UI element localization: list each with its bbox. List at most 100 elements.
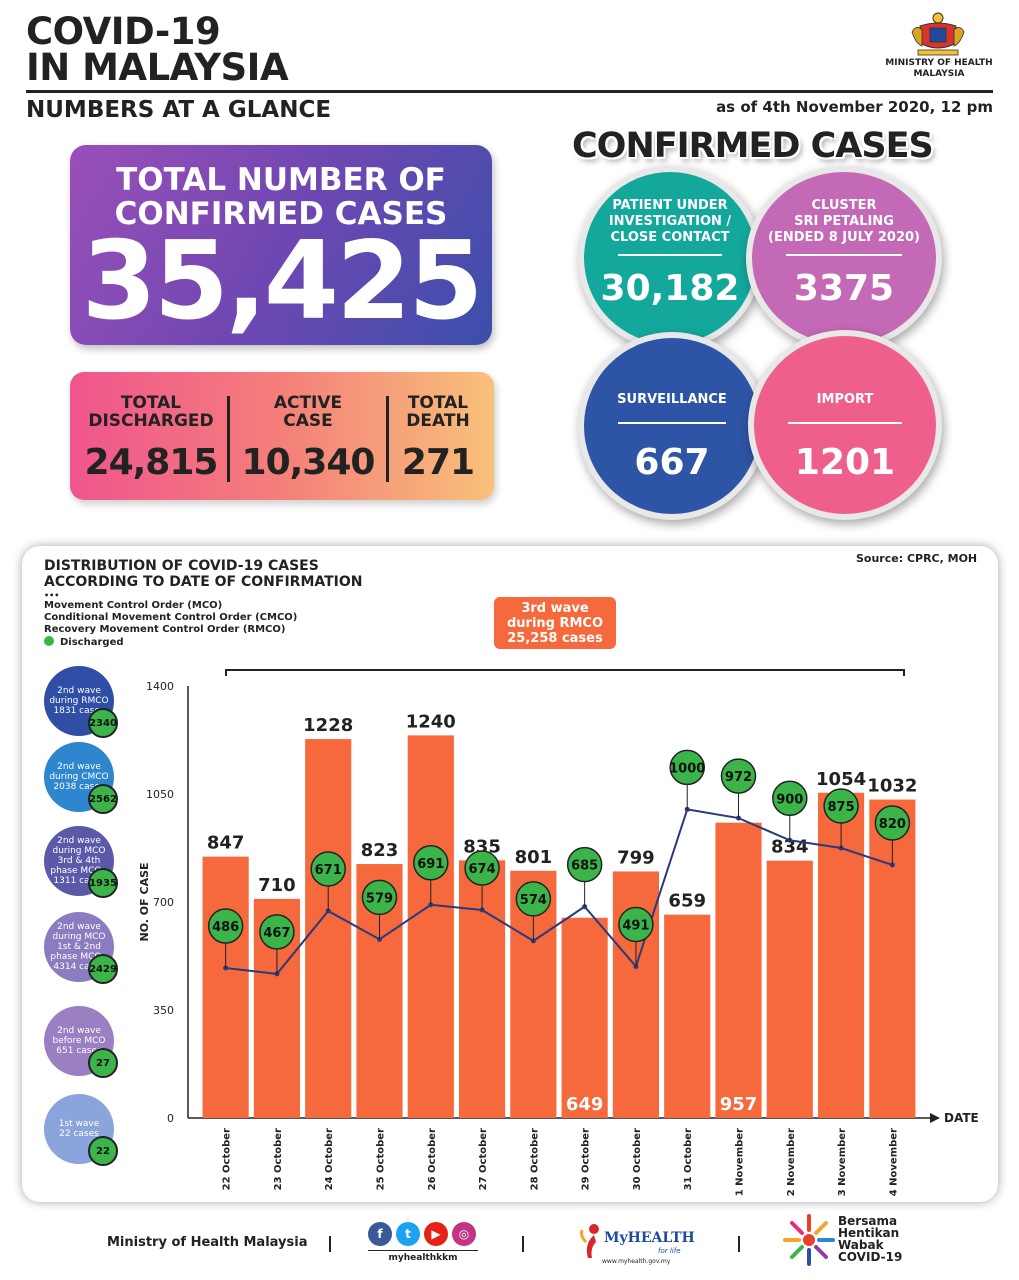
page-title-line2: IN MALAYSIA xyxy=(26,46,289,89)
youtube-icon[interactable]: ▶ xyxy=(424,1222,448,1246)
wave-circle-text: 2nd wave xyxy=(57,922,101,932)
ministry-label-line1: MINISTRY OF HEALTH xyxy=(885,58,993,68)
x-tick-label: 1 November xyxy=(735,1128,746,1196)
wave-circle-label: 2nd wave before MCO 651 cases xyxy=(53,1026,106,1056)
bar xyxy=(664,914,711,1118)
discharged-marker xyxy=(823,788,859,824)
discharged-label-line2: DISCHARGED xyxy=(88,411,214,431)
total-label-line2: CONFIRMED CASES xyxy=(114,196,448,232)
twitter-icon[interactable]: t xyxy=(396,1222,420,1246)
social-handle[interactable]: myhealthkkm xyxy=(368,1250,478,1263)
wave-circle-text: 3rd & 4th xyxy=(57,856,101,866)
discharged-marker xyxy=(874,805,911,841)
wave-circle-text: phase MCO - 1311 cases xyxy=(50,866,108,886)
wave-circle-text: 651 cases xyxy=(56,1046,102,1056)
bersama-logo: Bersama Hentikan Wabak COVID-19 xyxy=(782,1213,932,1269)
y-tick-label: 350 xyxy=(153,1004,174,1017)
cluster-rule xyxy=(786,254,902,256)
cluster-label-line3: (ENDED 8 JULY 2020) xyxy=(768,230,920,245)
x-tick-label: 23 October xyxy=(273,1128,284,1190)
wave-circle-text: during MCO xyxy=(52,846,106,856)
myhealth-figure-icon xyxy=(580,1224,599,1258)
discharged-marker xyxy=(207,908,244,944)
death-stat: TOTAL DEATH 271 xyxy=(392,372,484,500)
legend-rmco: Recovery Movement Control Order (RMCO) xyxy=(44,624,286,635)
bar-value-label: 1240 xyxy=(406,711,456,732)
discharged-marker xyxy=(720,758,757,794)
bar xyxy=(766,860,813,1118)
wave3-line3: 25,258 cases xyxy=(507,631,603,646)
chart-title-line1: DISTRIBUTION OF COVID-19 CASES xyxy=(44,558,319,574)
page-subtitle: NUMBERS AT A GLANCE xyxy=(26,97,332,123)
stats-divider xyxy=(386,396,389,482)
myhealth-url[interactable]: www.myhealth.gov.my xyxy=(602,1258,671,1265)
ministry-label: MINISTRY OF HEALTH MALAYSIA xyxy=(880,58,998,80)
bar xyxy=(305,739,352,1118)
discharged-marker xyxy=(259,914,295,950)
x-tick-label: 3 November xyxy=(837,1128,848,1196)
active-label-line1: ACTIVE xyxy=(273,393,343,413)
footer-separator xyxy=(329,1236,331,1252)
death-label: TOTAL DEATH xyxy=(392,394,484,430)
x-tick-label: 26 October xyxy=(427,1128,438,1190)
surveillance-label: SURVEILLANCE xyxy=(617,392,727,407)
bar-value-label: 823 xyxy=(361,840,399,861)
discharged-value-label: 691 xyxy=(417,857,444,872)
total-confirmed-card: TOTAL NUMBER OF CONFIRMED CASES 35,425 xyxy=(70,145,492,345)
pui-rule xyxy=(618,254,722,256)
wave-circle-label: 2nd wave during RMCO 1831 cases xyxy=(49,686,108,716)
wave-circle-text: during CMCO xyxy=(49,772,109,782)
legend-dots: ••• xyxy=(44,591,60,600)
total-confirmed-value: 35,425 xyxy=(81,219,484,344)
wave-discharged-badge: 2562 xyxy=(88,784,118,814)
discharged-marker xyxy=(618,906,654,943)
wave-circle-label: 2nd wave during CMCO 2038 cases xyxy=(49,762,108,792)
cluster-label-line2: SRI PETALING xyxy=(794,214,894,229)
x-tick-label: 27 October xyxy=(478,1128,489,1190)
discharged-marker xyxy=(515,881,552,917)
wave-circle-text: 2nd wave xyxy=(57,686,101,696)
pui-label-line2: INVESTIGATION / xyxy=(608,214,732,229)
wave-circle-text: phase MCO - 4314 cases xyxy=(50,952,108,972)
discharged-value-label: 674 xyxy=(469,862,496,877)
myhealth-tag: for life xyxy=(658,1247,681,1255)
confirmed-cases-title: CONFIRMED CASES xyxy=(572,126,934,166)
discharged-value-label: 900 xyxy=(776,792,803,807)
discharged-dot-icon xyxy=(44,636,54,646)
footer-separator xyxy=(738,1236,740,1252)
import-bubble: IMPORT 1201 xyxy=(748,330,942,520)
myhealth-logo: MyHEALTH for life www.myhealth.gov.my xyxy=(578,1222,695,1268)
ministry-crest-icon xyxy=(911,12,965,56)
discharged-value-label: 491 xyxy=(622,918,649,933)
wave-circle-text: 2nd wave xyxy=(57,836,101,846)
bar-value-label: 659 xyxy=(668,891,706,912)
discharged-value-label: 875 xyxy=(828,800,855,815)
wave-circle-label: 1st wave 22 cases xyxy=(59,1119,100,1139)
discharged-marker xyxy=(464,850,500,886)
page-title-line1: COVID-19 xyxy=(26,10,221,53)
y-tick-label: 700 xyxy=(153,896,174,909)
legend-discharged: Discharged xyxy=(60,637,124,648)
total-confirmed-label: TOTAL NUMBER OF CONFIRMED CASES xyxy=(70,163,492,231)
y-axis-label: NO. OF CASE xyxy=(138,862,151,941)
discharged-value-label: 1000 xyxy=(669,761,705,776)
wave-circle-text: during MCO xyxy=(52,932,106,942)
wave-circle-text: 2038 cases xyxy=(53,782,105,792)
discharged-marker xyxy=(310,851,346,887)
as-of-date: as of 4th November 2020, 12 pm xyxy=(716,98,993,116)
discharged-value-label: 685 xyxy=(571,859,598,874)
wave3-line2: during RMCO xyxy=(506,616,604,631)
x-tick-label: 30 October xyxy=(632,1128,643,1190)
facebook-icon[interactable]: f xyxy=(368,1222,392,1246)
discharged-value-label: 579 xyxy=(366,891,393,906)
death-label-line1: TOTAL xyxy=(407,393,469,413)
x-tick-label: 31 October xyxy=(683,1128,694,1190)
bar-value-label: 801 xyxy=(515,847,553,868)
wave-discharged-badge: 2340 xyxy=(88,708,118,738)
discharged-value-label: 820 xyxy=(879,817,906,832)
death-value: 271 xyxy=(401,442,475,483)
instagram-icon[interactable]: ◎ xyxy=(452,1222,476,1246)
import-value: 1201 xyxy=(794,442,896,483)
bar-value-label: 847 xyxy=(207,833,245,854)
surveillance-bubble: SURVEILLANCE 667 xyxy=(578,332,766,520)
